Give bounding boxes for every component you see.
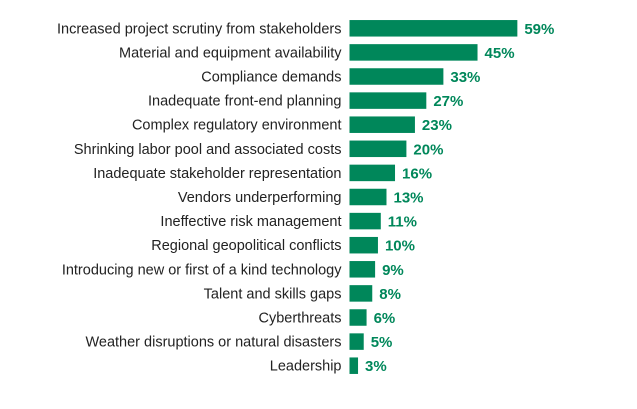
value-label: 5% [371,334,393,351]
value-label: 16% [402,165,432,182]
category-label: Increased project scrutiny from stakehol… [57,21,342,37]
category-label: Inadequate front-end planning [148,94,342,110]
category-label: Compliance demands [201,70,341,86]
value-label: 13% [393,190,423,207]
value-label: 9% [382,262,404,279]
bar [349,20,518,37]
value-label: 33% [450,69,480,86]
bar [349,333,364,350]
value-label: 6% [374,310,396,327]
bar [349,236,378,254]
category-label: Ineffective risk management [160,214,341,230]
bar [349,357,359,374]
value-label: 45% [485,45,515,62]
category-label: Leadership [270,359,342,375]
bar [349,309,367,326]
value-label: 3% [365,358,387,375]
bar [349,68,444,85]
value-label: 27% [433,93,463,110]
value-label: 20% [413,141,443,158]
category-label: Introducing new or first of a kind techn… [62,262,342,278]
category-label: Inadequate stakeholder representation [93,166,341,182]
bar [349,164,396,182]
bar [349,285,373,302]
value-label: 11% [388,214,417,231]
value-label: 23% [422,117,452,134]
value-label: 10% [385,238,415,255]
category-label: Complex regulatory environment [132,118,342,134]
bar [349,140,407,158]
bar [349,261,376,278]
category-label: Talent and skills gaps [204,286,342,302]
value-label: 59% [524,21,554,38]
value-label: 8% [379,286,401,303]
bar [349,44,478,61]
category-label: Cyberthreats [258,311,341,327]
category-label: Material and equipment availability [119,45,342,61]
bar [349,92,427,109]
bar [349,116,415,133]
category-label: Shrinking labor pool and associated cost… [74,142,342,158]
bar [349,188,387,206]
bar [349,212,381,230]
category-label: Weather disruptions or natural disasters [85,335,341,351]
category-label: Vendors underperforming [178,190,342,206]
category-label: Regional geopolitical conflicts [151,238,341,254]
